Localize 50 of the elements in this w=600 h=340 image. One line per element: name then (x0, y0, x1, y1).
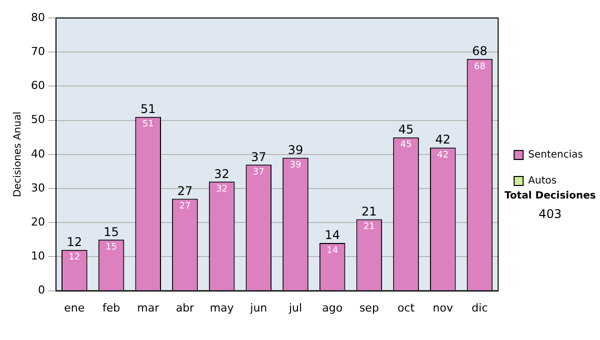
total-label: 42 (435, 132, 451, 147)
x-tick-label: may (210, 301, 234, 314)
x-tick-label: mar (137, 301, 160, 314)
x-tick-label: sep (359, 301, 379, 314)
data-label: 68 (474, 62, 486, 72)
x-tick-label: abr (176, 301, 195, 314)
legend-label: Autos (528, 176, 557, 187)
total-label: 12 (66, 235, 82, 250)
total-label: 51 (140, 102, 156, 116)
total-label: 27 (177, 184, 193, 198)
data-label: 42 (437, 150, 449, 160)
text: Total Decisiones (504, 190, 596, 202)
y-axis-title: Decisiones Anual (12, 112, 24, 198)
data-label: 12 (68, 252, 80, 263)
total-label: 39 (288, 142, 304, 157)
y-tick-label: 50 (30, 113, 45, 126)
total-label: 32 (214, 166, 230, 181)
y-tick-label: 30 (30, 181, 45, 194)
x-tick-label: jul (288, 301, 302, 314)
total-label: 15 (104, 224, 119, 239)
x-tick-label: jun (249, 301, 268, 314)
total-label: 37 (251, 150, 266, 164)
data-label: 32 (216, 184, 228, 195)
data-label: 21 (363, 222, 375, 232)
text: 403 (538, 207, 562, 222)
data-label: 27 (179, 202, 191, 212)
total-label: 68 (472, 44, 488, 58)
y-tick-label: 0 (38, 284, 45, 297)
data-label: 37 (252, 167, 264, 178)
y-tick-label: 60 (30, 79, 45, 92)
x-tick-label: ago (322, 301, 343, 314)
x-tick-label: oct (397, 301, 416, 314)
total-label: 14 (324, 228, 340, 242)
x-tick-label: dic (472, 301, 488, 314)
y-tick-label: 10 (30, 250, 45, 263)
y-tick-label: 40 (30, 147, 45, 160)
data-label: 51 (142, 120, 154, 130)
y-tick-label: 80 (30, 10, 45, 24)
y-tick-label: 20 (30, 215, 45, 228)
data-label: 14 (326, 246, 338, 256)
y-tick-label: 70 (30, 44, 45, 58)
x-tick-label: nov (432, 301, 454, 314)
data-label: 45 (400, 140, 412, 150)
legend-label: Sentencias (528, 150, 584, 161)
total-label: 45 (398, 122, 414, 136)
x-tick-label: feb (102, 301, 120, 314)
data-label: 15 (106, 242, 117, 252)
x-tick-label: ene (64, 301, 85, 314)
data-label: 39 (290, 160, 302, 171)
total-label: 21 (362, 204, 377, 218)
